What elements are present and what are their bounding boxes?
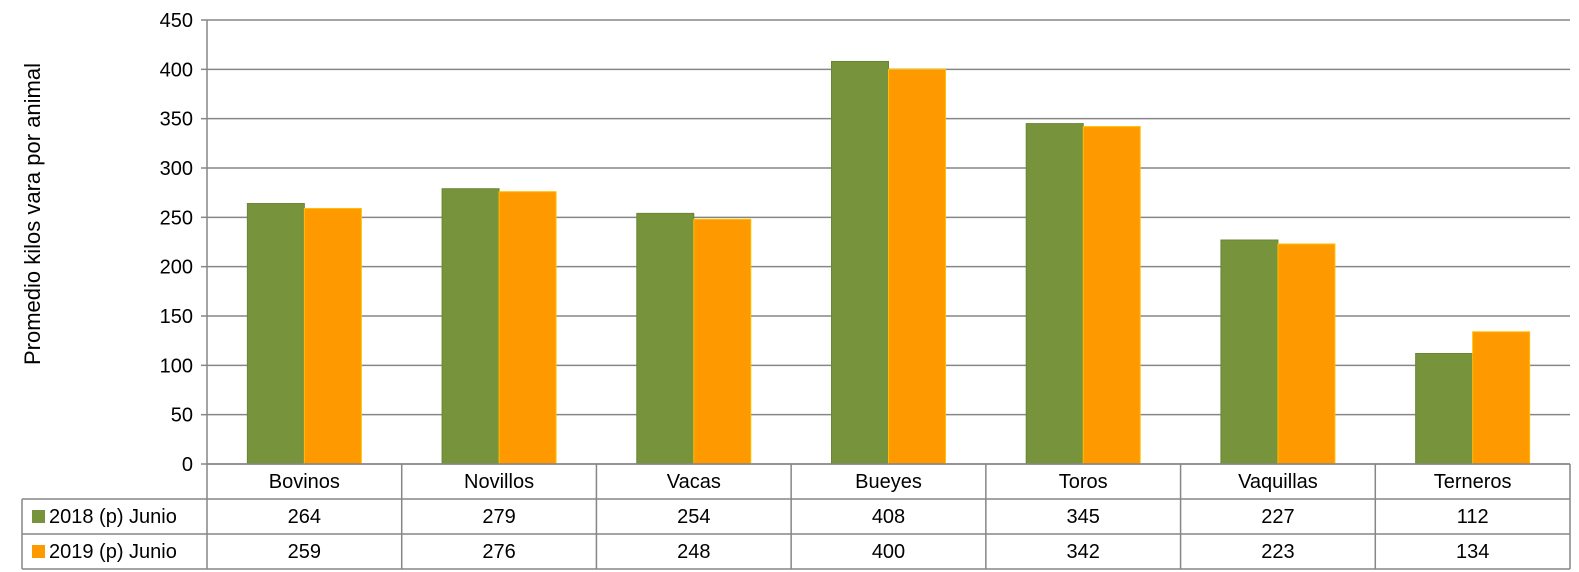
bars <box>246 60 1531 465</box>
data-label: 134 <box>1456 541 1489 563</box>
y-tick-label: 150 <box>160 306 193 328</box>
data-label: 248 <box>677 541 710 563</box>
bar <box>1220 239 1279 465</box>
legend-swatch <box>32 510 45 523</box>
legend-label: 2018 (p) Junio <box>49 506 177 528</box>
data-label: 279 <box>482 506 515 528</box>
y-axis-label: Promedio kilos vara por animal <box>20 63 45 365</box>
category-label: Vaquillas <box>1238 471 1318 493</box>
data-label: 223 <box>1261 541 1294 563</box>
y-tick-label: 350 <box>160 109 193 131</box>
bar <box>498 191 557 465</box>
bar <box>246 203 305 465</box>
bar <box>888 68 946 465</box>
y-tick-label: 100 <box>160 355 193 377</box>
category-label: Vacas <box>667 471 721 493</box>
bar <box>1472 331 1531 465</box>
data-label: 227 <box>1261 506 1294 528</box>
category-label: Novillos <box>464 471 534 493</box>
data-table: Bovinos Novillos Vacas Bueyes Toros Vaquillas… <box>21 463 1571 570</box>
data-label: 112 <box>1457 506 1489 528</box>
category-label: Bovinos <box>269 471 340 493</box>
y-axis: 0 50 100 150 200 250 300 350 400 450 <box>160 10 208 476</box>
y-tick-label: 300 <box>160 158 193 180</box>
category-label: Toros <box>1059 471 1108 493</box>
legend-label: 2019 (p) Junio <box>49 541 177 563</box>
category-label: Bueyes <box>855 471 922 493</box>
data-label: 400 <box>872 541 905 563</box>
data-label: 408 <box>872 506 905 528</box>
category-label: Terneros <box>1434 471 1512 493</box>
y-tick-label: 450 <box>160 10 193 32</box>
y-tick-label: 250 <box>160 207 193 229</box>
bar <box>831 60 889 465</box>
data-label: 264 <box>288 506 321 528</box>
data-label: 259 <box>288 541 321 563</box>
data-label: 276 <box>482 541 515 563</box>
bar <box>1082 126 1141 465</box>
legend-swatch <box>32 545 45 558</box>
bar <box>1025 123 1084 465</box>
data-label: 345 <box>1067 506 1100 528</box>
y-tick-label: 200 <box>160 257 193 279</box>
y-tick-label: 400 <box>160 59 193 81</box>
bar <box>441 188 500 465</box>
bar <box>1277 243 1336 465</box>
bar <box>636 212 695 465</box>
data-label: 342 <box>1067 541 1100 563</box>
bar <box>693 218 752 465</box>
bar <box>1415 352 1474 465</box>
y-tick-label: 0 <box>182 454 193 476</box>
data-label: 254 <box>677 506 710 528</box>
y-tick-label: 50 <box>171 405 193 427</box>
bar <box>303 207 362 465</box>
